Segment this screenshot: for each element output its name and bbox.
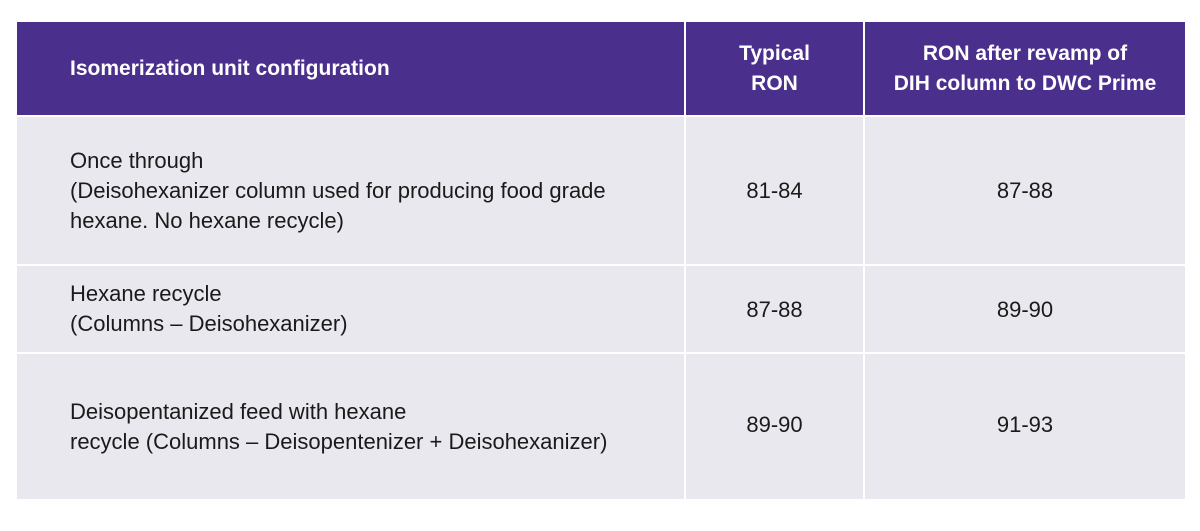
configuration-line: recycle (Columns – Deisopentenizer + Dei… — [70, 428, 608, 454]
ron-comparison-table-container: Isomerization unit configuration Typical… — [17, 22, 1185, 499]
configuration-line: (Deisohexanizer column used for producin… — [70, 177, 606, 203]
cell-typical-ron: 87-88 — [684, 264, 864, 353]
configuration-line: hexane. No hexane recycle) — [70, 207, 344, 233]
cell-configuration: Deisopentanized feed with hexane recycle… — [17, 352, 685, 499]
header-typical-ron: Typical RON — [684, 22, 864, 116]
table-row: Deisopentanized feed with hexane recycle… — [17, 352, 1185, 499]
cell-ron-after-revamp: 89-90 — [863, 264, 1185, 353]
cell-ron-after-revamp: 91-93 — [863, 352, 1185, 499]
header-typical-ron-line-1: Typical — [739, 41, 810, 65]
cell-typical-ron: 89-90 — [684, 352, 864, 499]
table-row: Hexane recycle (Columns – Deisohexanizer… — [17, 264, 1185, 353]
cell-ron-after-revamp: 87-88 — [863, 115, 1185, 265]
header-typical-ron-line-2: RON — [751, 71, 798, 95]
ron-comparison-table: Isomerization unit configuration Typical… — [17, 22, 1185, 499]
cell-configuration: Hexane recycle (Columns – Deisohexanizer… — [17, 264, 685, 353]
configuration-line: (Columns – Deisohexanizer) — [70, 311, 348, 336]
cell-configuration: Once through (Deisohexanizer column used… — [17, 115, 685, 265]
table-row: Once through (Deisohexanizer column used… — [17, 115, 1185, 265]
configuration-line: Deisopentanized feed with hexane — [70, 398, 407, 424]
header-configuration: Isomerization unit configuration — [17, 22, 685, 116]
cell-typical-ron: 81-84 — [684, 115, 864, 265]
configuration-line: Once through — [70, 147, 204, 173]
table-header-row: Isomerization unit configuration Typical… — [17, 22, 1185, 116]
header-ron-after-revamp: RON after revamp of DIH column to DWC Pr… — [863, 22, 1185, 116]
header-ron-after-revamp-line-2: DIH column to DWC Prime — [893, 71, 1157, 95]
header-ron-after-revamp-line-1: RON after revamp of — [922, 41, 1128, 65]
configuration-line: Hexane recycle — [70, 281, 222, 306]
